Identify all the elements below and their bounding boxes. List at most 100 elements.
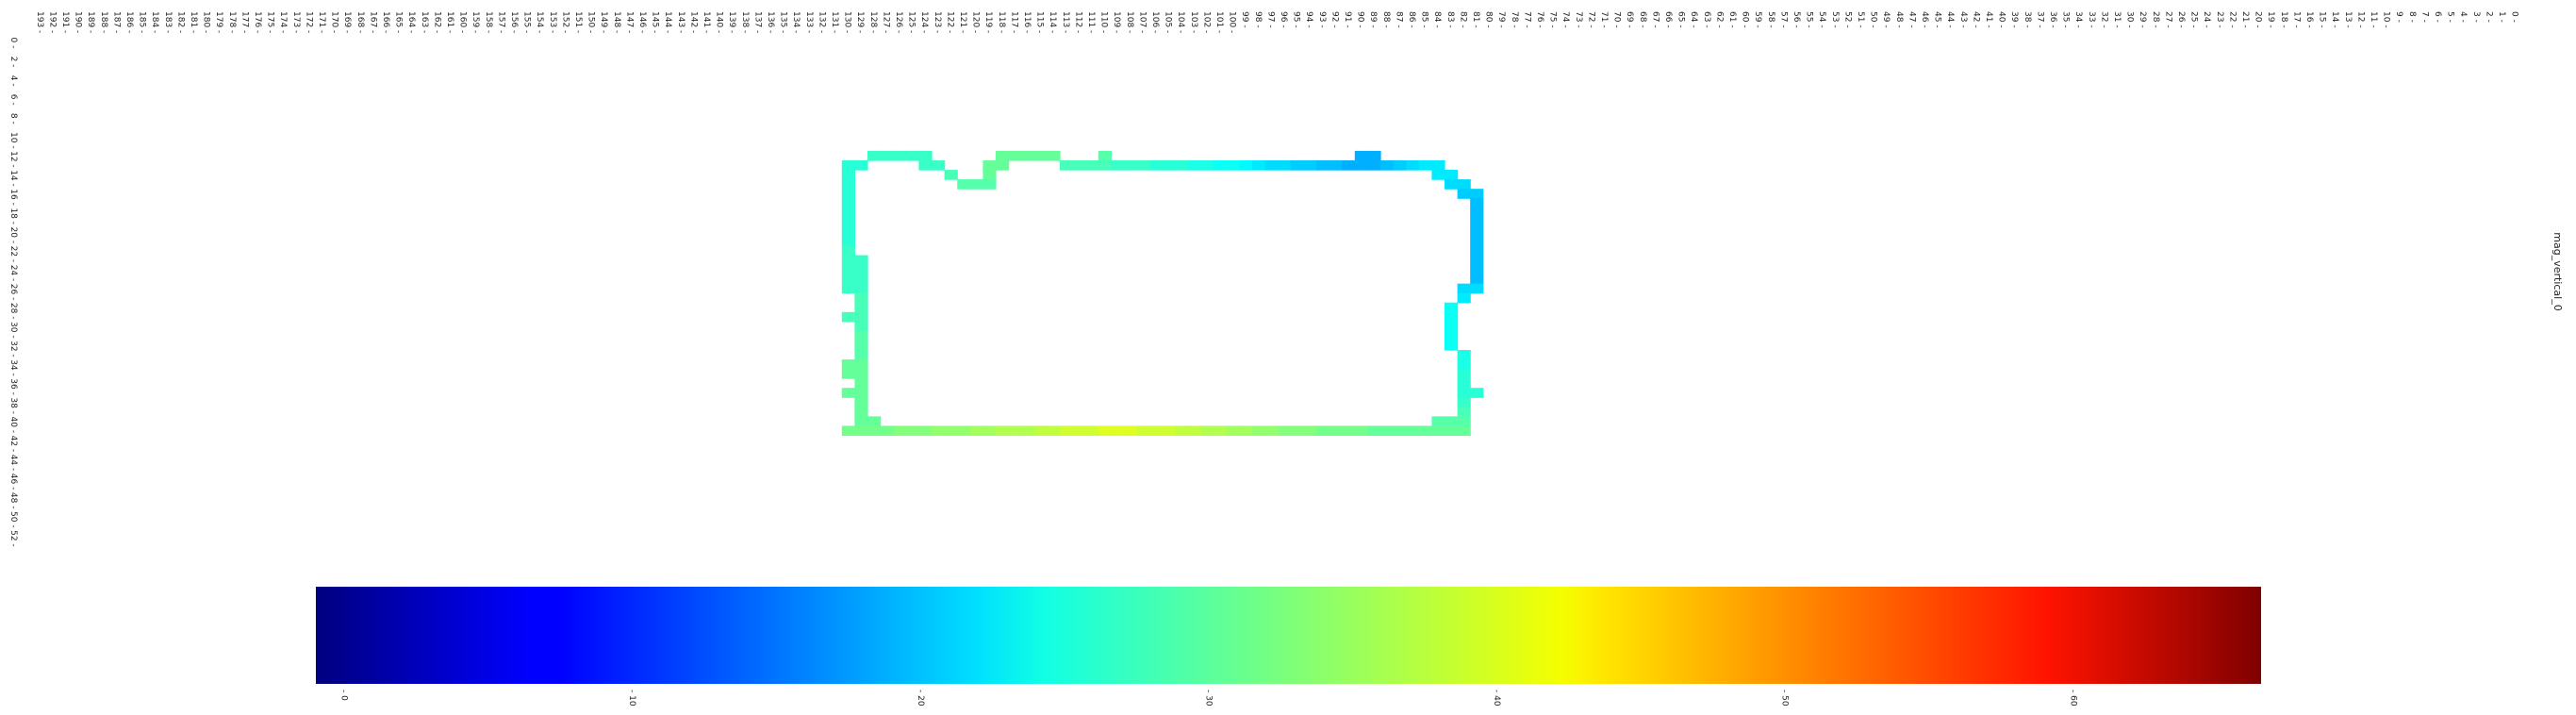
- x-tick-label: 186 -: [124, 11, 134, 33]
- x-tick-label: 100 -: [1228, 11, 1237, 33]
- heatmap-cell: [1445, 170, 1459, 180]
- heatmap-cell: [893, 150, 907, 161]
- y-tick-label: 44 -: [8, 455, 18, 472]
- x-tick-label: 118 -: [997, 11, 1006, 33]
- heatmap-cell: [1188, 160, 1202, 171]
- x-tick-label: 44 -: [1945, 11, 1955, 28]
- heatmap-cell: [1342, 160, 1356, 171]
- heatmap-cell: [932, 425, 946, 437]
- heatmap-cell: [841, 179, 855, 190]
- heatmap-cell: [867, 425, 882, 437]
- x-tick-label: 9 -: [2394, 11, 2403, 23]
- heatmap-cell: [1175, 160, 1189, 171]
- x-tick-label: 58 -: [1766, 11, 1775, 28]
- heatmap-cell: [1226, 425, 1240, 437]
- heatmap-cell: [854, 274, 868, 285]
- x-tick-label: 156 -: [509, 11, 519, 33]
- x-tick-label: 63 -: [1702, 11, 1711, 28]
- x-tick-label: 191 -: [60, 11, 70, 33]
- heatmap-cell: [1162, 160, 1176, 171]
- x-tick-label: 188 -: [99, 11, 108, 33]
- x-tick-label: 112 -: [1073, 11, 1082, 33]
- x-tick-label: 144 -: [663, 11, 672, 33]
- x-tick-label: 170 -: [330, 11, 339, 33]
- y-tick-labels: 0 - 2 - 4 - 6 - 8 - 10 - 12 - 14 - 16 - 18 - 20 - 2…: [8, 38, 18, 547]
- heatmap-cell: [893, 425, 907, 437]
- x-tick-label: 178 -: [227, 11, 237, 33]
- heatmap-cell: [880, 425, 894, 437]
- x-tick-label: 158 -: [484, 11, 493, 33]
- x-tick-label: 26 -: [2176, 11, 2186, 28]
- x-tick-label: 82 -: [1458, 11, 1467, 28]
- heatmap-cell: [1431, 170, 1445, 180]
- x-tick-label: 34 -: [2073, 11, 2083, 28]
- x-tick-label: 130 -: [843, 11, 852, 33]
- heatmap-cell: [1457, 388, 1471, 398]
- x-tick-label: 12 -: [2355, 11, 2365, 28]
- heatmap-cell: [1354, 425, 1368, 437]
- heatmap-cell: [905, 425, 919, 437]
- x-tick-label: 147 -: [624, 11, 634, 33]
- heatmap-cell: [1445, 425, 1459, 437]
- x-tick-label: 56 -: [1792, 11, 1801, 28]
- x-tick-label: 142 -: [688, 11, 698, 33]
- heatmap-cell: [841, 170, 855, 180]
- x-tick-label: 81 -: [1471, 11, 1480, 28]
- heatmap-cell: [1188, 425, 1202, 437]
- x-tick-label: 139 -: [727, 11, 736, 33]
- x-tick-label: 54 -: [1817, 11, 1826, 28]
- heatmap-cell: [1406, 160, 1420, 171]
- heatmap-cell: [983, 179, 997, 190]
- x-tick-label: 193 -: [35, 11, 44, 33]
- x-tick-label: 57 -: [1778, 11, 1788, 28]
- x-tick-label: 22 -: [2227, 11, 2237, 28]
- y-tick-label: 4 -: [8, 75, 18, 87]
- heatmap-cell: [841, 283, 855, 294]
- heatmap-cell: [1367, 425, 1381, 437]
- colorbar-label: mag_vertical_0: [2551, 232, 2564, 310]
- heatmap-cell: [1252, 160, 1266, 171]
- x-tick-label: 127 -: [881, 11, 890, 33]
- heatmap-cell: [1303, 160, 1317, 171]
- x-tick-label: 140 -: [715, 11, 724, 33]
- heatmap-cell: [1033, 425, 1048, 437]
- heatmap-cell: [1149, 425, 1164, 437]
- x-tick-label: 159 -: [471, 11, 480, 33]
- heatmap-cell: [1418, 160, 1432, 171]
- heatmap-cell: [1085, 160, 1099, 171]
- heatmap-cell: [841, 255, 855, 266]
- x-tick-label: 15 -: [2318, 11, 2327, 28]
- heatmap-cell: [1047, 150, 1061, 161]
- x-tick-label: 154 -: [535, 11, 544, 33]
- heatmap-cell: [1033, 150, 1048, 161]
- heatmap-cell: [1278, 425, 1292, 437]
- heatmap-cell: [1303, 425, 1317, 437]
- heatmap-cell: [1239, 160, 1253, 171]
- x-tick-label: 121 -: [958, 11, 967, 33]
- x-tick-label: 143 -: [676, 11, 685, 33]
- x-tick-label: 32 -: [2099, 11, 2108, 28]
- heatmap-cell: [841, 359, 855, 370]
- heatmap-cell: [1380, 160, 1395, 171]
- heatmap-cell: [1457, 425, 1471, 437]
- x-tick-label: 95 -: [1292, 11, 1301, 28]
- x-tick-label: 120 -: [971, 11, 981, 33]
- x-tick-label: 151 -: [573, 11, 583, 33]
- y-tick-label: 30 -: [8, 322, 18, 339]
- heatmap-cell: [1200, 425, 1214, 437]
- heatmap-cell: [1278, 160, 1292, 171]
- heatmap-cell: [854, 292, 868, 304]
- heatmap-cell: [1445, 321, 1459, 332]
- x-tick-label: 181 -: [189, 11, 198, 33]
- heatmap-cell: [1470, 217, 1484, 227]
- heatmap-cell: [1457, 283, 1471, 294]
- x-tick-label: 174 -: [278, 11, 288, 33]
- x-tick-label: 7 -: [2419, 11, 2429, 23]
- x-tick-label: 189 -: [86, 11, 95, 33]
- heatmap-cell: [918, 150, 933, 161]
- heatmap-cell: [854, 407, 868, 417]
- x-tick-label: 49 -: [1881, 11, 1891, 28]
- heatmap-cell: [841, 425, 855, 437]
- heatmap-cell: [944, 425, 958, 437]
